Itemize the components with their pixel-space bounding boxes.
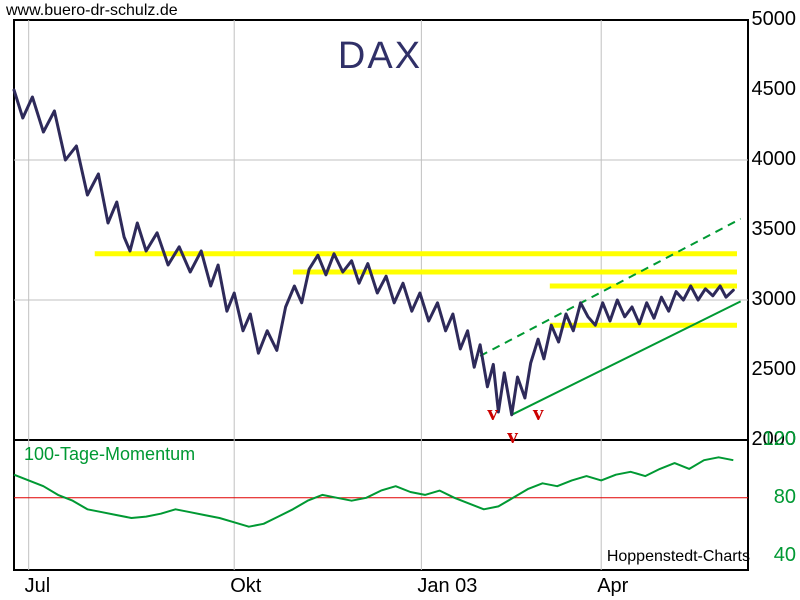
y-tick-main: 3000 [752,288,797,311]
x-tick-label: Okt [230,575,261,598]
y-tick-main: 2500 [752,358,797,381]
wave-v-mark: v [533,400,544,426]
y-tick-sub: 120 [763,428,796,451]
y-tick-sub: 40 [774,544,796,567]
x-tick-label: Jan 03 [417,575,477,598]
y-tick-main: 4000 [752,148,797,171]
source-url: www.buero-dr-schulz.de [6,2,178,20]
momentum-label: 100-Tage-Momentum [24,444,195,465]
chart-title: DAX [0,35,760,78]
y-tick-main: 4500 [752,78,797,101]
chart-svg [0,0,800,600]
y-tick-main: 5000 [752,8,797,31]
x-tick-label: Apr [597,575,628,598]
wave-v-mark: v [487,400,498,426]
wave-v-mark: v [507,423,518,449]
x-tick-label: Jul [25,575,51,598]
y-tick-main: 3500 [752,218,797,241]
chart-container: { "meta": { "url_text": "www.buero-dr-sc… [0,0,800,600]
attribution-label: Hoppenstedt-Charts [607,548,750,566]
y-tick-sub: 80 [774,486,796,509]
